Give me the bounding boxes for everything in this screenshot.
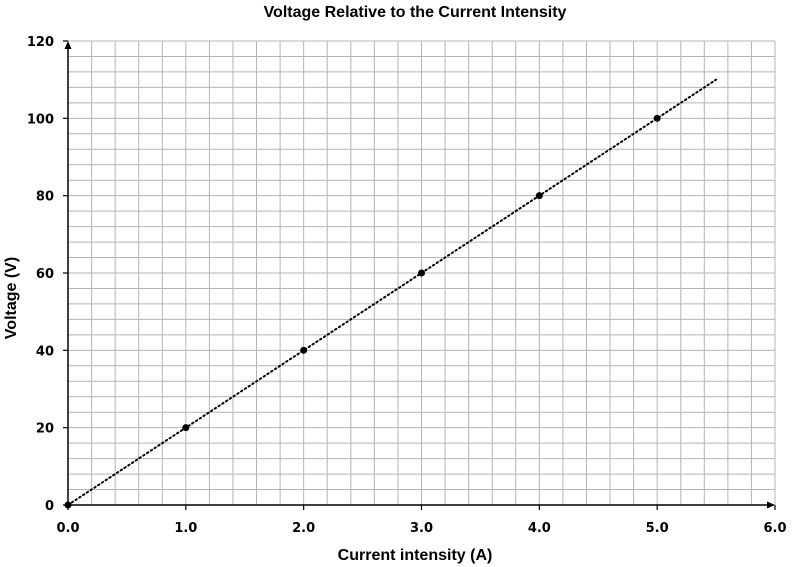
trendline	[67, 78, 718, 506]
y-axis-arrow-icon	[64, 41, 72, 49]
x-tick-label: 0.0	[56, 521, 79, 536]
y-tick-label: 20	[36, 422, 54, 437]
y-tick-label: 100	[27, 112, 54, 127]
trendline-dotted	[67, 78, 718, 506]
data-point-marker	[418, 269, 425, 277]
x-tick-label: 3.0	[410, 521, 433, 536]
x-tick-label: 5.0	[646, 521, 669, 536]
axes	[64, 41, 775, 509]
x-tick-label: 1.0	[174, 521, 197, 536]
data-points	[64, 114, 661, 509]
y-tick-label: 60	[36, 267, 54, 282]
x-tick-label: 6.0	[763, 521, 786, 536]
x-tick-labels: 0.0 1.0 2.0 3.0 4.0 5.0 6.0	[56, 505, 787, 536]
x-tick-label: 2.0	[292, 521, 315, 536]
y-axis-label: Voltage (V)	[3, 257, 20, 339]
y-tick-label: 80	[36, 190, 54, 205]
x-axis-arrow-icon	[767, 501, 775, 509]
y-tick-label: 120	[27, 35, 54, 50]
x-tick-label: 4.0	[528, 521, 551, 536]
y-tick-label: 40	[36, 344, 54, 359]
data-point-marker	[653, 114, 661, 122]
grid	[67, 40, 776, 506]
data-point-marker	[535, 192, 543, 200]
y-tick-label: 0	[45, 499, 54, 514]
data-point-marker	[182, 424, 190, 432]
data-point-marker	[64, 501, 72, 509]
chart-title: Voltage Relative to the Current Intensit…	[264, 4, 567, 21]
y-tick-labels: 0 20 40 60 80 100 120	[27, 35, 68, 514]
data-point-marker	[300, 346, 308, 354]
x-axis-label: Current intensity (A)	[338, 547, 493, 564]
